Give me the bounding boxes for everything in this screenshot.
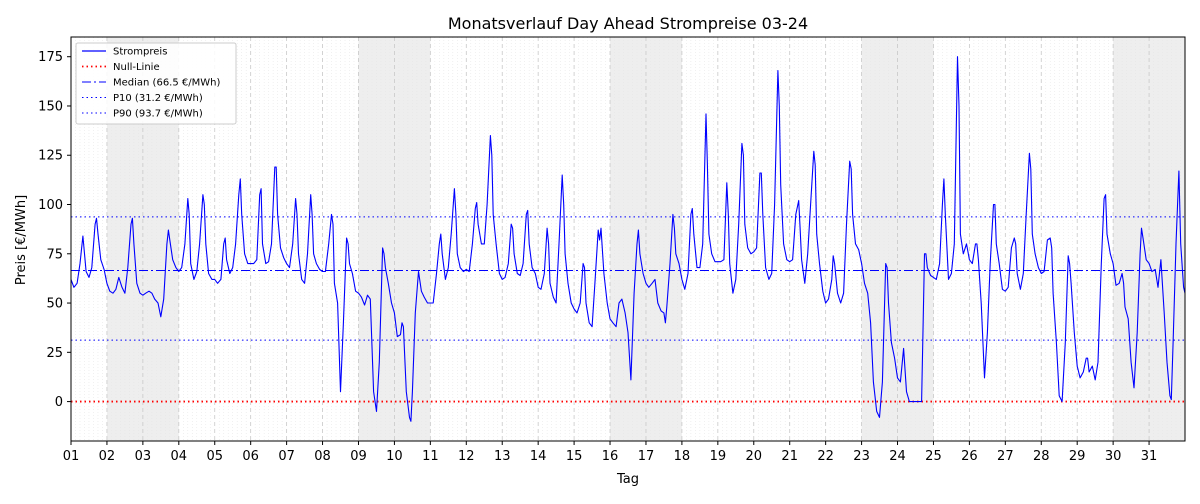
legend-label: Strompreis — [113, 47, 167, 58]
legend-label: P10 (31.2 €/MWh) — [113, 93, 203, 104]
y-tick-label: 25 — [46, 346, 63, 361]
x-tick-label: 26 — [961, 449, 978, 464]
x-tick-label: 28 — [1033, 449, 1050, 464]
chart-title: Monatsverlauf Day Ahead Strompreise 03-2… — [448, 14, 808, 33]
x-tick-label: 16 — [602, 449, 619, 464]
y-tick-label: 175 — [38, 50, 63, 65]
reference-lines — [71, 216, 1185, 403]
x-tick-label: 24 — [889, 449, 906, 464]
x-tick-label: 02 — [99, 449, 116, 464]
x-tick-label: 06 — [242, 449, 259, 464]
x-tick-label: 31 — [1141, 449, 1158, 464]
x-tick-label: 29 — [1069, 449, 1086, 464]
x-tick-label: 12 — [458, 449, 475, 464]
grid — [75, 37, 1181, 441]
y-axis: 0 25 50 75 100 125 150 175 — [38, 50, 71, 410]
legend-label: Null-Linie — [113, 62, 160, 73]
x-tick-label: 17 — [638, 449, 655, 464]
x-tick-label: 23 — [853, 449, 870, 464]
x-tick-label: 25 — [925, 449, 942, 464]
x-tick-label: 05 — [206, 449, 223, 464]
y-axis-label: Preis [€/MWh] — [14, 195, 29, 285]
y-tick-label: 75 — [46, 247, 63, 262]
legend-label: Median (66.5 €/MWh) — [113, 78, 220, 89]
x-axis-label: Tag — [616, 472, 639, 487]
x-tick-label: 22 — [817, 449, 834, 464]
x-tick-label: 20 — [746, 449, 763, 464]
legend-box — [75, 42, 237, 125]
x-tick-label: 30 — [1105, 449, 1122, 464]
legend: Strompreis Null-Linie Median (66.5 €/MWh) P… — [75, 42, 237, 125]
y-tick-label: 50 — [46, 297, 63, 312]
x-tick-label: 18 — [674, 449, 691, 464]
price-line — [70, 56, 1186, 422]
x-tick-label: 21 — [781, 449, 798, 464]
x-tick-label: 01 — [63, 449, 80, 464]
x-axis: 01 02 03 04 05 06 07 08 09 10 11 12 13 14 15 16 17 18 19 20… — [63, 441, 1158, 464]
x-tick-label: 13 — [494, 449, 511, 464]
series — [70, 56, 1186, 422]
plot-frame — [70, 36, 1186, 442]
x-tick-label: 27 — [997, 449, 1014, 464]
legend-label: P90 (93.7 €/MWh) — [113, 109, 203, 120]
x-tick-label: 07 — [278, 449, 295, 464]
x-tick-label: 14 — [530, 449, 547, 464]
x-tick-label: 09 — [350, 449, 367, 464]
x-tick-label: 10 — [386, 449, 403, 464]
y-tick-label: 0 — [55, 395, 63, 410]
x-tick-label: 04 — [171, 449, 188, 464]
x-tick-label: 03 — [135, 449, 152, 464]
x-tick-label: 08 — [314, 449, 331, 464]
y-tick-label: 125 — [38, 149, 63, 164]
x-tick-label: 15 — [566, 449, 583, 464]
y-tick-label: 100 — [38, 198, 63, 213]
x-tick-label: 19 — [710, 449, 727, 464]
x-tick-label: 11 — [422, 449, 439, 464]
y-tick-label: 150 — [38, 99, 63, 114]
